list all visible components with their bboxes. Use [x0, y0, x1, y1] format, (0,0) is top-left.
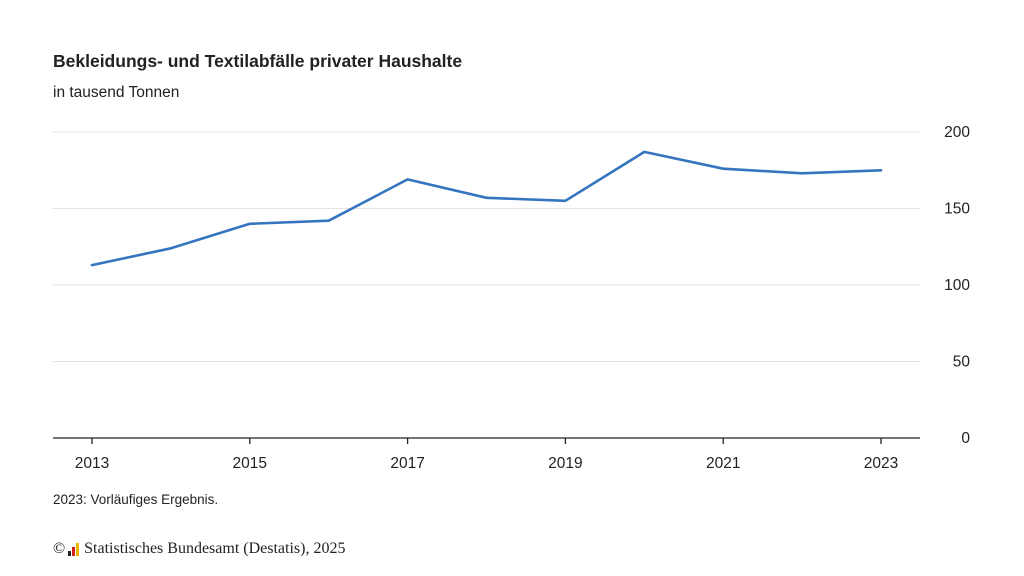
y-tick-label: 0 [961, 430, 970, 447]
data-point [248, 222, 251, 225]
data-point [485, 196, 488, 199]
logo-bar [72, 546, 76, 556]
y-tick-label: 100 [944, 277, 970, 294]
x-tick-label: 2015 [233, 455, 267, 472]
y-tick-label: 200 [944, 124, 970, 141]
y-tick-label: 150 [944, 201, 970, 218]
data-point [90, 263, 94, 267]
x-tick-label: 2017 [390, 455, 424, 472]
data-point [879, 169, 883, 172]
destatis-logo-icon [68, 542, 80, 556]
data-point [643, 150, 646, 154]
x-tick-label: 2013 [75, 455, 109, 472]
copyright-symbol: © [53, 540, 66, 557]
x-tick-label: 2019 [548, 455, 582, 472]
line-chart: 0 50 100 150 200 2013 2015 2017 2019 2021 2023 [53, 124, 971, 472]
chart-title: Bekleidungs- und Textilabfälle privater … [53, 51, 463, 71]
data-point [169, 247, 173, 250]
data-point [406, 178, 409, 181]
x-tick-label: 2021 [706, 455, 740, 472]
data-point [722, 167, 725, 170]
logo-bar [76, 542, 80, 556]
data-point [800, 172, 804, 175]
footnote: 2023: Vorläufiges Ergebnis. [53, 492, 219, 507]
source-text: Statistisches Bundesamt (Destatis), 2025 [84, 540, 346, 557]
data-point [327, 219, 330, 222]
logo-bar [68, 550, 72, 556]
y-tick-label: 50 [953, 354, 971, 371]
chart-subtitle: in tausend Tonnen [53, 84, 180, 101]
x-tick-label: 2023 [864, 455, 898, 472]
source-credit: © Statistisches Bundesamt (Destatis), 20… [53, 540, 345, 558]
data-point [564, 199, 567, 203]
